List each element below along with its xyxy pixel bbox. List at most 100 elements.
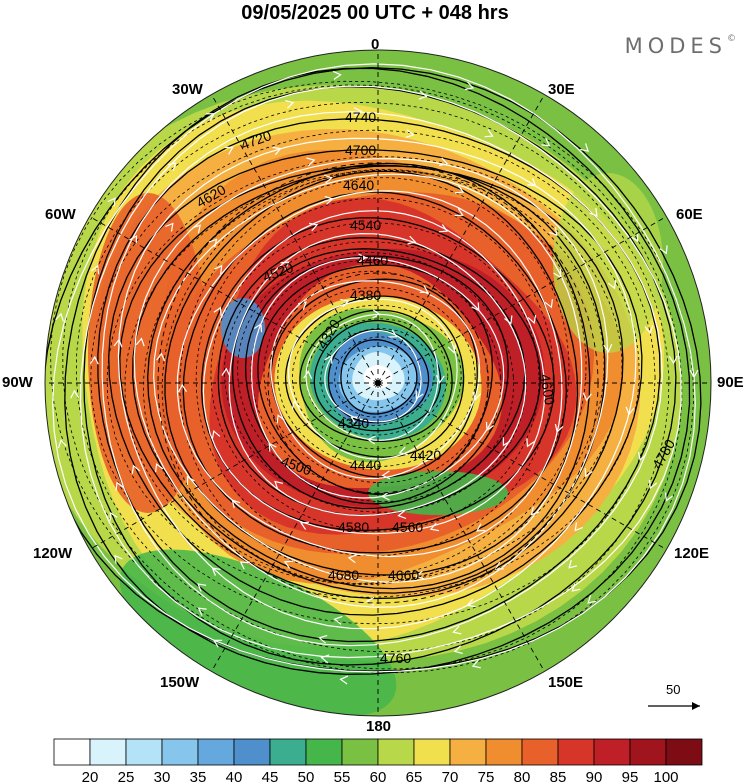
arrow-head-icon <box>692 702 700 710</box>
contour-label: 4600 <box>537 373 558 407</box>
contour-line-8 <box>164 170 579 576</box>
streamline-arrow-0-6 <box>114 554 123 564</box>
meridian-30 <box>377 94 545 384</box>
streamline-arrow-4-6 <box>439 157 449 167</box>
streamline-arrow-10-4 <box>276 414 285 424</box>
streamline-arrow-2-3 <box>197 583 207 592</box>
contour-line-1 <box>64 67 691 675</box>
streamline-arrow-1-0 <box>648 479 658 490</box>
streamline-arrow-5-7 <box>582 392 592 402</box>
streamline-arrow-10-2 <box>472 391 482 401</box>
pole-marker <box>375 380 381 386</box>
isotherm-line-1 <box>62 84 683 670</box>
streamline-arrow-2-7 <box>224 146 234 155</box>
streamline-arrow-1-5 <box>109 511 118 522</box>
streamline-arrow-10-0 <box>297 301 307 311</box>
streamline-arrow-4-10 <box>494 561 504 570</box>
streamline-arrow-6-7 <box>476 523 486 532</box>
streamline-arrow-13-0 <box>388 329 398 338</box>
streamline-arrow-7-3 <box>438 224 449 233</box>
wind-blob-south <box>368 471 508 515</box>
contour-label: 4420 <box>410 447 441 463</box>
streamline-6 <box>176 190 563 558</box>
lon-label-60w: 60W <box>45 206 76 223</box>
contour-label: 4580 <box>338 519 369 535</box>
streamline-5 <box>153 173 583 583</box>
colorbar-swatch-6 <box>269 738 307 766</box>
streamline-arrow-8-0 <box>221 367 231 377</box>
colorbar-tick-60: 60 <box>370 769 387 782</box>
streamline-arrow-4-5 <box>306 157 316 167</box>
isotherm-line-0 <box>50 80 694 674</box>
streamline-arrow-1-6 <box>70 389 80 399</box>
streamline-arrow-3-2 <box>211 567 221 576</box>
streamline-arrow-7-1 <box>213 306 222 316</box>
streamline-arrow-2-11 <box>644 325 654 335</box>
streamline-arrow-2-5 <box>89 355 99 365</box>
streamline-arrow-1-10 <box>418 90 428 100</box>
streamline-arrow-3-11 <box>574 522 583 532</box>
streamline-9 <box>251 257 505 499</box>
colorbar-tick-80: 80 <box>514 769 531 782</box>
streamline-arrow-12-3 <box>303 370 313 380</box>
isotherm-line-4 <box>106 156 640 598</box>
streamline-arrow-0-2 <box>587 595 597 604</box>
streamline-arrow-10-3 <box>381 470 391 480</box>
meridian-150 <box>377 382 545 672</box>
colorbar-swatch-10 <box>413 738 451 766</box>
streamline-arrow-6-0 <box>231 499 241 509</box>
streamline-arrow-1-3 <box>320 654 330 664</box>
colorbar-tick-30: 30 <box>154 769 171 782</box>
meridian-120 <box>377 382 667 550</box>
streamline-arrow-4-2 <box>155 462 164 473</box>
streamline-arrow-9-2 <box>471 302 480 312</box>
contour-label: 4640 <box>343 177 374 193</box>
contour-label: 4440 <box>350 457 381 473</box>
streamline-arrow-2-8 <box>353 107 363 117</box>
colorbar-swatch-8 <box>341 738 379 766</box>
streamline-arrow-2-10 <box>589 207 598 217</box>
lon-label-120e: 120E <box>674 545 710 562</box>
meridian-240 <box>89 382 379 550</box>
streamline-arrow-9-1 <box>358 253 368 263</box>
contour-label: 4680 <box>328 567 359 583</box>
contour-label: 4340 <box>338 415 369 431</box>
streamline-arrow-2-2 <box>318 634 328 644</box>
streamline-arrow-1-9 <box>285 100 295 109</box>
isotherm-line-10 <box>210 222 540 532</box>
wind-blob-southwest <box>119 549 397 716</box>
colorbar-tick-50: 50 <box>298 769 315 782</box>
streamline-arrow-3-3 <box>131 464 141 474</box>
contour-line-4 <box>108 149 643 616</box>
streamline-arrow-2-4 <box>115 481 124 491</box>
streamline-arrow-8-3 <box>504 315 513 325</box>
streamline-arrow-1-11 <box>541 138 551 147</box>
streamline-arrow-6-1 <box>177 383 188 393</box>
contour-line-19 <box>327 329 430 424</box>
streamline-arrow-13-3 <box>324 354 333 364</box>
streamline-8 <box>228 232 527 517</box>
contour-line-17 <box>299 309 453 442</box>
streamline-arrow-2-9 <box>484 129 494 138</box>
streamline-arrow-1-4 <box>197 607 207 616</box>
streamline-arrow-3-8 <box>527 178 537 187</box>
streamline-arrow-2-0 <box>568 559 578 569</box>
isotherm-line-8 <box>179 177 570 577</box>
streamline-arrow-9-0 <box>253 322 263 333</box>
streamline-arrow-4-8 <box>603 343 613 353</box>
colorbar-swatch-0 <box>53 738 91 766</box>
wind-blob-west <box>88 193 208 513</box>
streamline-arrow-0-3 <box>471 659 481 669</box>
streamline-arrow-2-1 <box>452 625 462 635</box>
contour-label: 4380 <box>350 287 381 303</box>
colorbar-tick-95: 95 <box>622 769 639 782</box>
streamline-11 <box>287 298 458 460</box>
streamline-arrow-7-6 <box>429 522 440 532</box>
meridian-330 <box>211 94 379 384</box>
streamline-arrow-1-2 <box>453 645 463 654</box>
meridian-210 <box>211 382 379 672</box>
streamline-arrow-9-5 <box>268 442 277 452</box>
streamline-arrow-5-4 <box>323 174 333 184</box>
streamline-arrow-2-6 <box>129 235 138 245</box>
